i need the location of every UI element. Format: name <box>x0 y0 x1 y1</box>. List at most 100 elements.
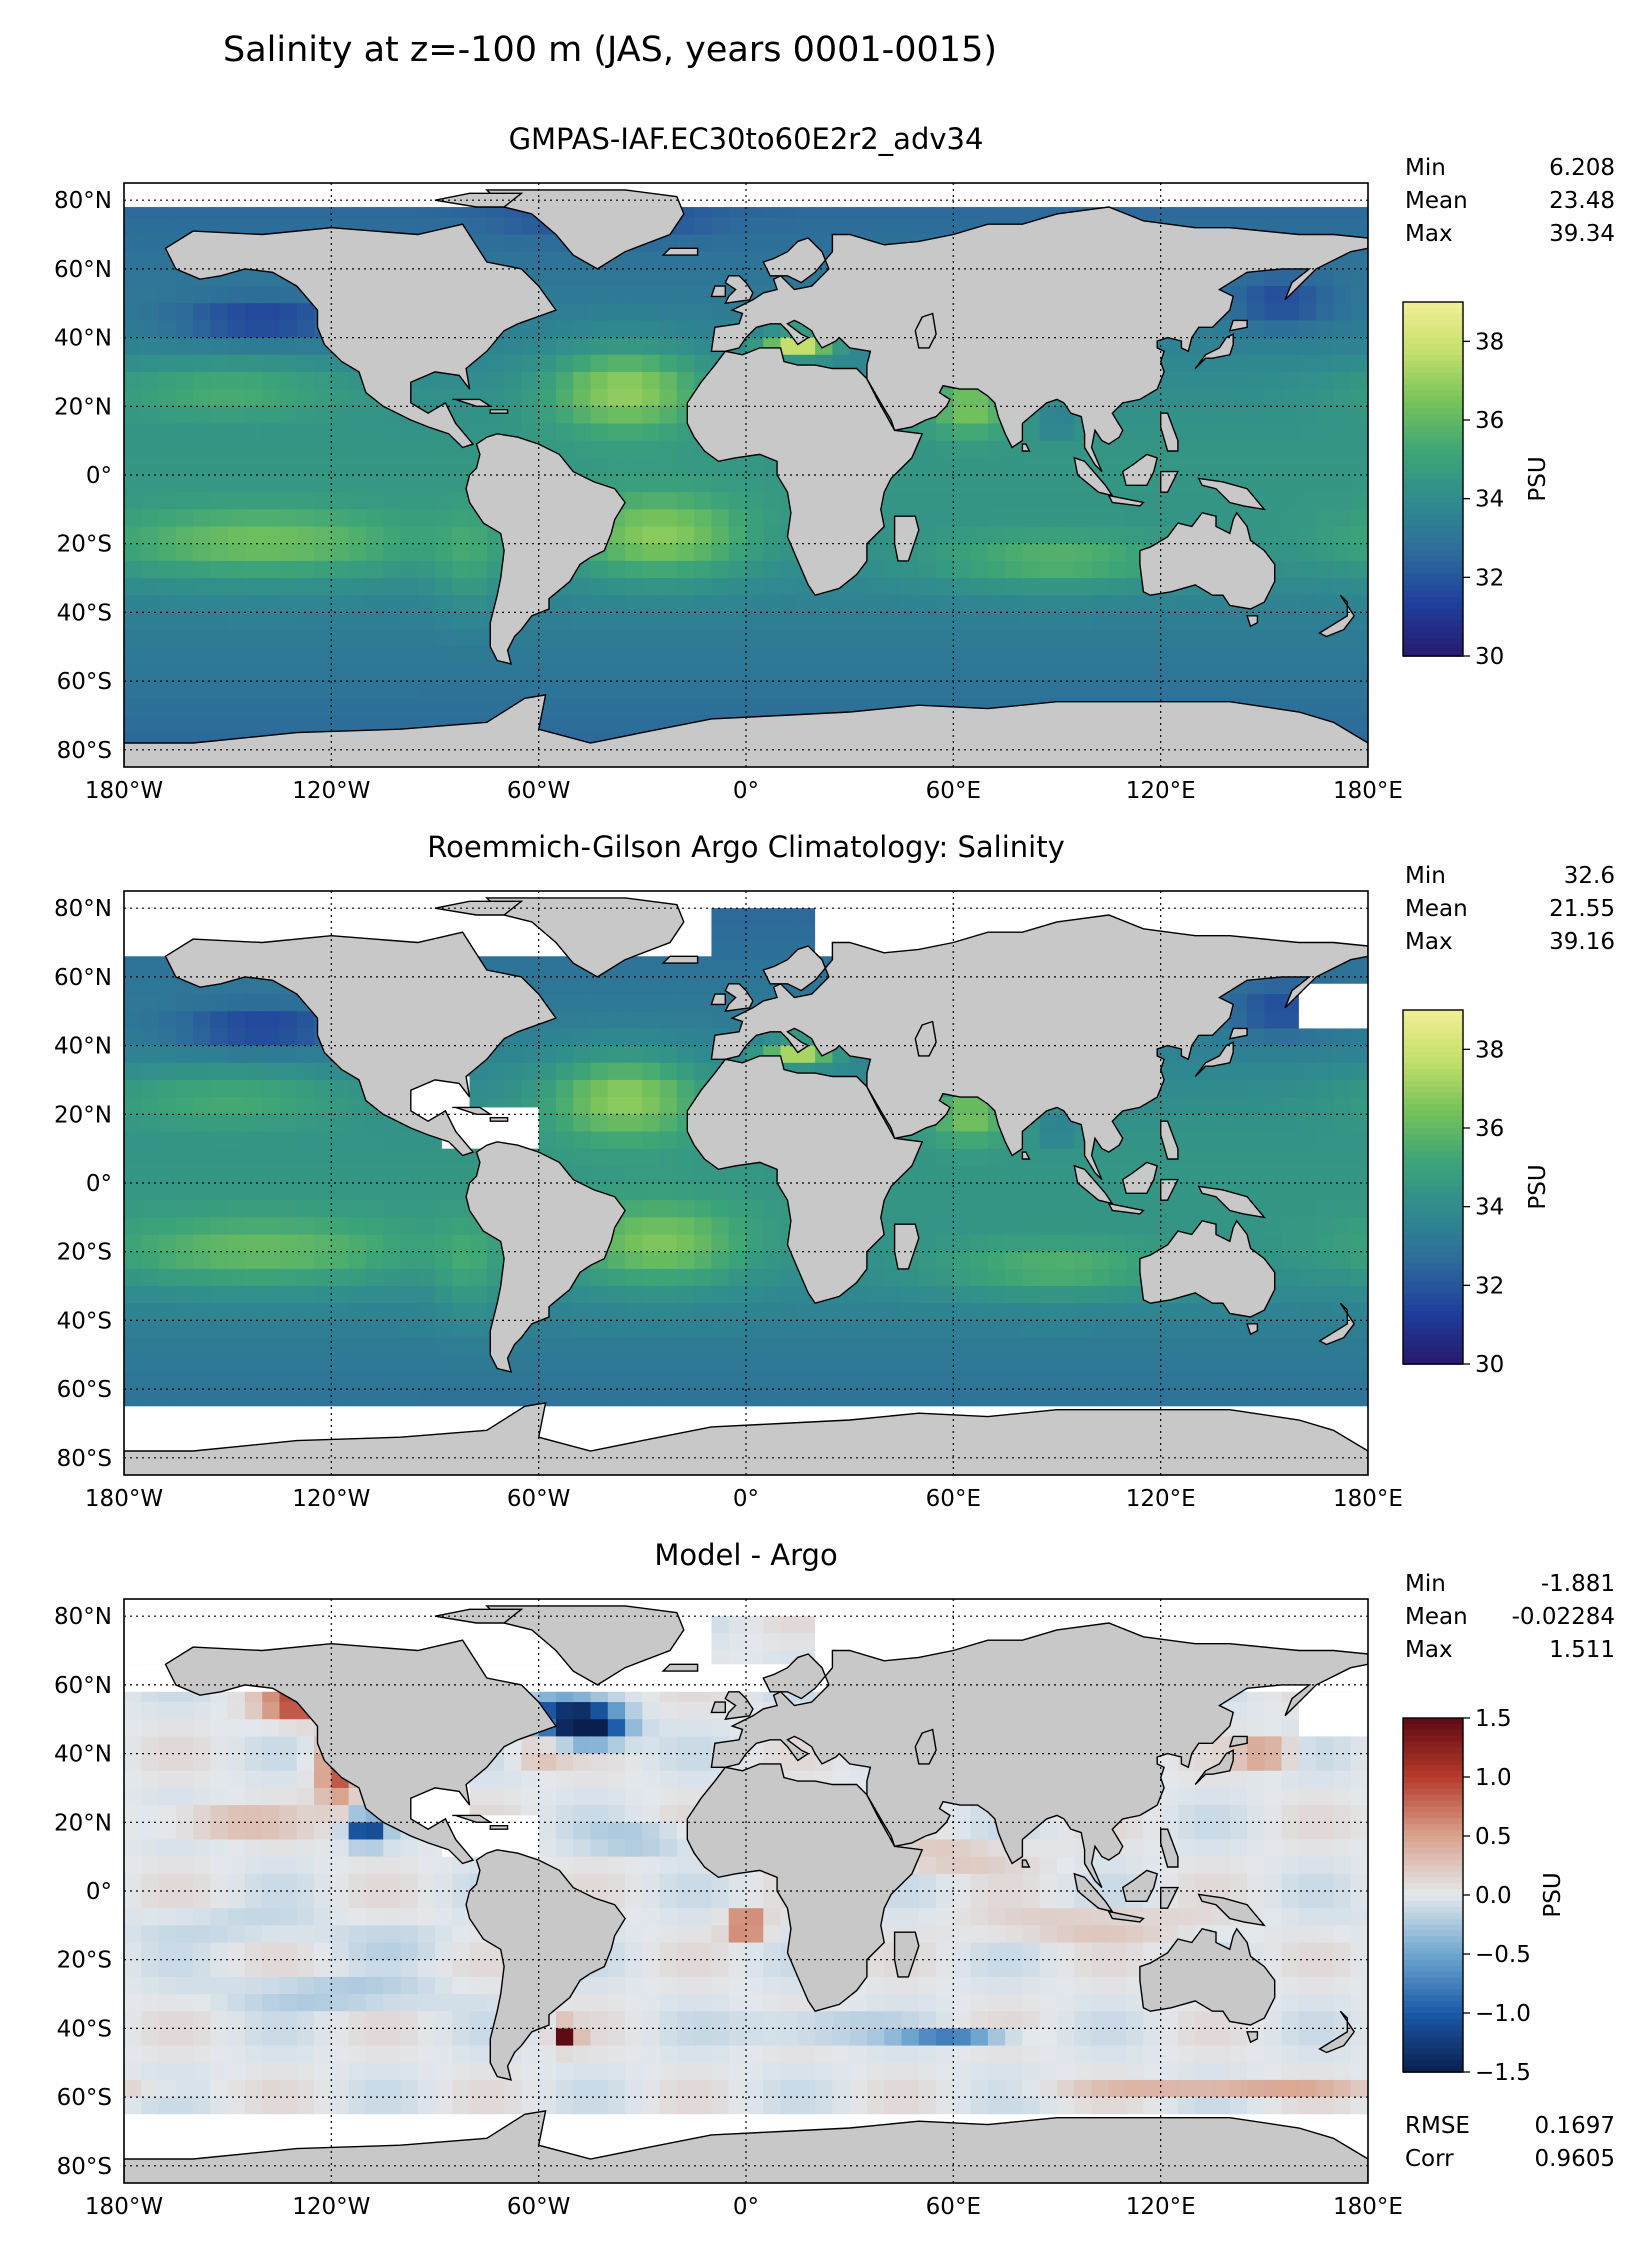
ocean-cell <box>1247 475 1265 493</box>
ocean-cell <box>625 251 643 270</box>
ocean-cell <box>210 612 229 631</box>
ocean-cell <box>1281 578 1300 596</box>
ocean-cell <box>452 1268 471 1287</box>
ocean-cell <box>227 698 246 717</box>
land-polygon <box>1107 494 1145 507</box>
ocean-cell <box>866 1251 885 1270</box>
ocean-cell <box>244 1028 263 1047</box>
ocean-cell <box>1057 1268 1075 1287</box>
ocean-cell <box>365 612 384 631</box>
ocean-cell <box>158 1114 177 1133</box>
ocean-cell <box>642 1354 661 1373</box>
ocean-cell <box>538 251 557 270</box>
ocean-cell <box>918 217 937 236</box>
map-field <box>124 183 1368 767</box>
ocean-cell <box>348 440 367 459</box>
ocean-cell <box>1160 1217 1179 1236</box>
ocean-cell <box>262 526 281 545</box>
ocean-cell <box>607 994 626 1012</box>
ocean-cell <box>262 1251 281 1270</box>
ocean-cell <box>1074 646 1093 665</box>
ocean-cell <box>590 629 609 648</box>
ocean-cell <box>538 1131 557 1150</box>
ocean-cell <box>244 337 263 356</box>
ocean-cell <box>279 560 298 579</box>
ocean-cell <box>1316 1251 1335 1270</box>
ocean-cell <box>694 1389 713 1407</box>
ocean-cell <box>607 646 626 665</box>
lat-tick-label: 80°N <box>54 188 112 214</box>
ocean-cell <box>175 1114 194 1133</box>
ocean-cell <box>659 629 678 648</box>
ocean-cell <box>124 681 142 699</box>
ocean-cell <box>1316 268 1335 287</box>
ocean-cell <box>1350 629 1368 648</box>
ocean-cell <box>625 1337 643 1356</box>
ocean-cell <box>659 406 678 425</box>
ocean-cell <box>314 543 332 562</box>
ocean-cell <box>279 457 298 476</box>
ocean-cell <box>936 1286 954 1304</box>
ocean-cell <box>1057 595 1075 614</box>
ocean-cell <box>1057 440 1075 459</box>
colorbar-segment <box>1403 626 1463 634</box>
ocean-cell <box>866 560 885 579</box>
ocean-cell <box>469 1389 488 1407</box>
ocean-cell <box>1350 268 1368 287</box>
ocean-cell <box>1108 1148 1127 1167</box>
ocean-cell <box>573 1079 592 1098</box>
ocean-cell <box>555 337 574 356</box>
ocean-cell <box>642 1337 661 1356</box>
ocean-cell <box>296 715 315 734</box>
ocean-cell <box>970 1268 989 1287</box>
ocean-cell <box>1281 1217 1300 1236</box>
ocean-cell <box>1005 1165 1024 1184</box>
ocean-cell <box>1177 1320 1196 1339</box>
ocean-cell <box>124 612 142 631</box>
ocean-cell <box>400 543 419 562</box>
ocean-cell <box>573 681 592 699</box>
ocean-cell <box>1091 1268 1110 1287</box>
ocean-cell <box>711 629 730 648</box>
ocean-cell <box>1126 595 1144 614</box>
ocean-cell <box>210 1286 229 1304</box>
ocean-cell <box>763 1251 782 1270</box>
ocean-cell <box>1195 423 1214 442</box>
ocean-cell <box>141 217 160 236</box>
ocean-cell <box>1316 1354 1335 1373</box>
ocean-cell <box>1091 543 1110 562</box>
ocean-cell <box>797 1389 816 1407</box>
ocean-cell <box>175 1320 194 1339</box>
ocean-cell <box>1281 371 1300 390</box>
ocean-cell <box>676 1165 695 1184</box>
ocean-cell <box>1350 251 1368 270</box>
ocean-cell <box>987 1183 1006 1201</box>
ocean-cell <box>417 612 436 631</box>
ocean-cell <box>1074 595 1093 614</box>
ocean-cell <box>555 423 574 442</box>
ocean-cell <box>435 578 453 596</box>
ocean-cell <box>659 440 678 459</box>
ocean-cell <box>1281 423 1300 442</box>
ocean-cell <box>538 681 557 699</box>
ocean-cell <box>1229 371 1248 390</box>
ocean-cell <box>676 560 695 579</box>
ocean-cell <box>279 1371 298 1390</box>
ocean-cell <box>780 646 799 665</box>
ocean-cell <box>1057 423 1075 442</box>
ocean-cell <box>1108 440 1127 459</box>
ocean-cell <box>175 698 194 717</box>
ocean-cell <box>1057 1286 1075 1304</box>
ocean-cell <box>694 578 713 596</box>
ocean-cell <box>1247 976 1265 995</box>
ocean-cell <box>400 595 419 614</box>
ocean-cell <box>1333 1183 1352 1201</box>
ocean-cell <box>158 1354 177 1373</box>
ocean-cell <box>607 337 626 356</box>
panel-3-error-stats: RMSE 0.1697 Corr 0.9605 <box>1405 2110 1615 2176</box>
ocean-cell <box>365 457 384 476</box>
ocean-cell <box>936 1303 954 1322</box>
ocean-cell <box>227 1234 246 1253</box>
ocean-cell <box>1091 1320 1110 1339</box>
ocean-cell <box>124 475 142 493</box>
